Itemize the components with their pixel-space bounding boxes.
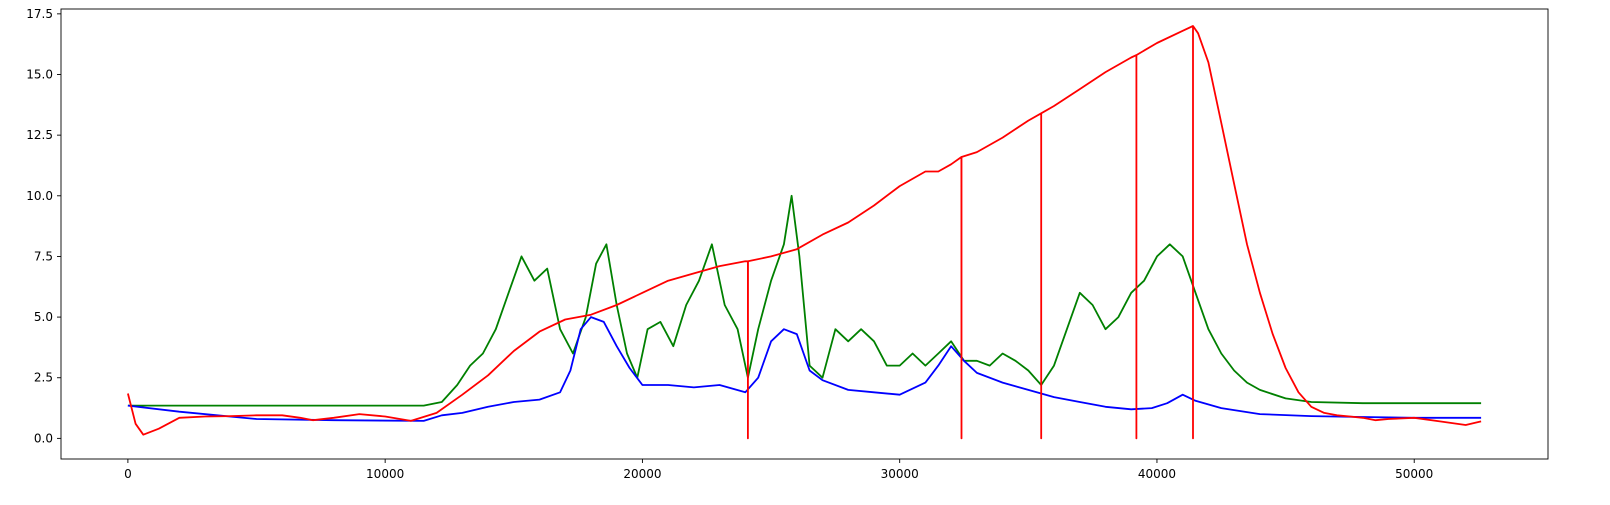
x-tick-label: 30000 [881,467,919,481]
x-tick-label: 0 [124,467,132,481]
series-line-1 [127,194,1482,407]
y-tick-label: 7.5 [34,249,53,263]
plot-frame [60,8,1549,460]
y-tick-label: 10.0 [26,189,53,203]
x-axis: 0 10000 20000 30000 40000 50000 [124,459,1433,481]
y-axis: 0.0 2.5 5.0 7.5 10.0 12.5 15.0 17.5 [26,7,61,445]
y-tick-label: 12.5 [26,128,53,142]
y-tick-label: 17.5 [26,7,53,21]
x-tick-label: 10000 [366,467,404,481]
series-layer [127,25,1482,440]
x-tick-label: 40000 [1138,467,1176,481]
series-line-2 [127,316,1482,422]
y-tick-label: 5.0 [34,310,53,324]
series-line-3 [127,25,1482,440]
x-tick-label: 50000 [1395,467,1433,481]
y-tick-label: 0.0 [34,431,53,445]
y-tick-label: 2.5 [34,371,53,385]
x-tick-label: 20000 [623,467,661,481]
y-tick-label: 15.0 [26,67,53,81]
